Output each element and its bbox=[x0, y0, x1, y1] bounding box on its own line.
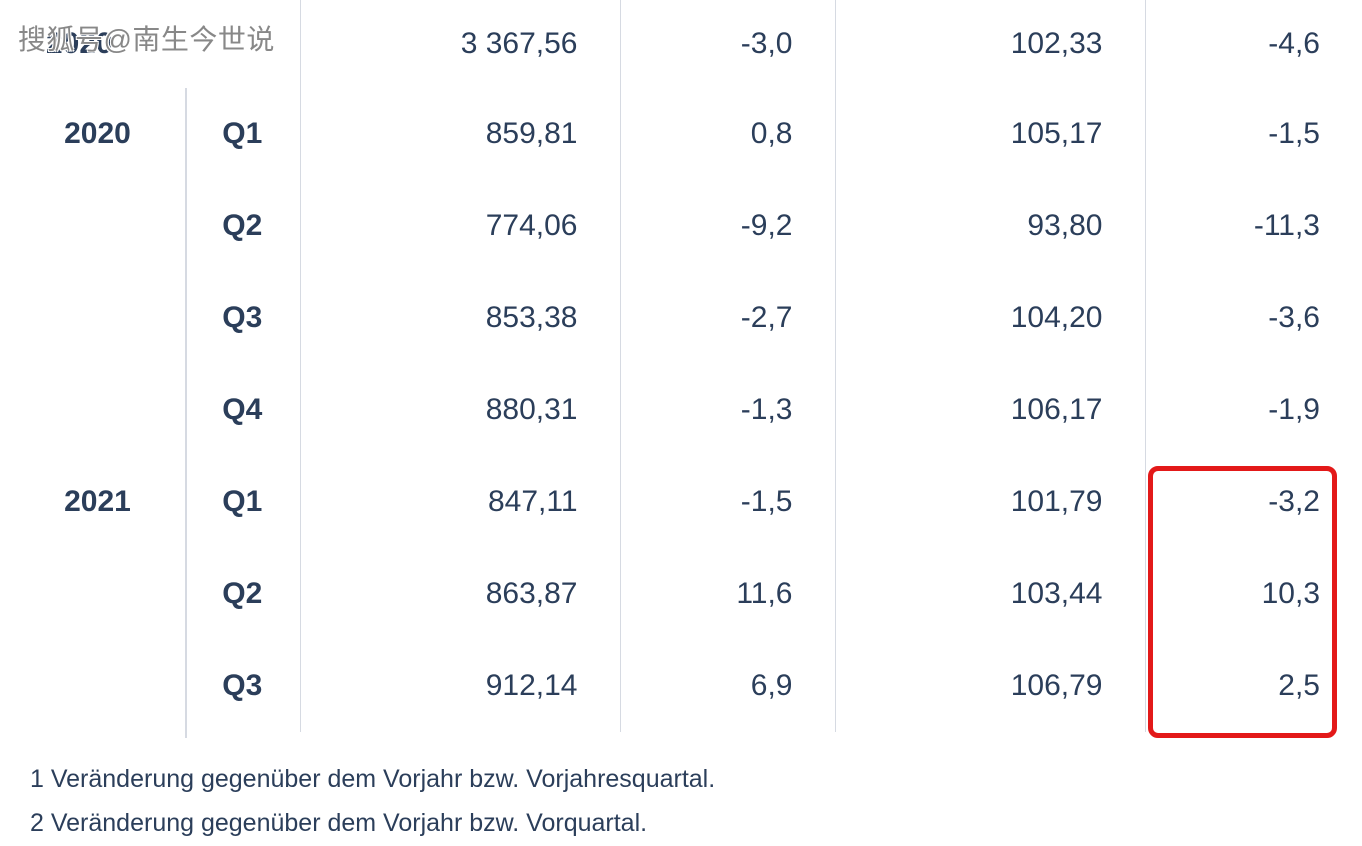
value-cell: -2,7 bbox=[620, 272, 835, 364]
value-cell: 6,9 bbox=[620, 640, 835, 732]
value-cell: -9,2 bbox=[620, 180, 835, 272]
gdp-data-table: 2020 3 367,56-3,0102,33-4,62020Q1859,810,… bbox=[0, 0, 1362, 732]
value-cell: 774,06 bbox=[300, 180, 620, 272]
value-cell: -1,3 bbox=[620, 364, 835, 456]
value-cell: 863,87 bbox=[300, 548, 620, 640]
data-table-container: 2020 3 367,56-3,0102,33-4,62020Q1859,810,… bbox=[0, 0, 1362, 732]
value-cell: 11,6 bbox=[620, 548, 835, 640]
value-cell: 853,38 bbox=[300, 272, 620, 364]
table-row: Q2774,06-9,293,80-11,3 bbox=[0, 180, 1362, 272]
value-cell: 2,5 bbox=[1145, 640, 1362, 732]
quarter-cell: Q2 bbox=[185, 180, 300, 272]
quarter-column-separator bbox=[185, 88, 187, 738]
year-cell: 2020 bbox=[0, 88, 185, 180]
value-cell: 847,11 bbox=[300, 456, 620, 548]
watermark-text: 搜狐号@南生今世说 bbox=[18, 18, 275, 58]
footnote-1: 1 Veränderung gegenüber dem Vorjahr bzw.… bbox=[30, 758, 1362, 802]
value-cell: 102,33 bbox=[835, 0, 1145, 88]
year-cell bbox=[0, 640, 185, 732]
value-cell: 10,3 bbox=[1145, 548, 1362, 640]
value-cell: -3,0 bbox=[620, 0, 835, 88]
table-row: Q2863,8711,6103,4410,3 bbox=[0, 548, 1362, 640]
quarter-cell: Q3 bbox=[185, 640, 300, 732]
value-cell: 105,17 bbox=[835, 88, 1145, 180]
value-cell: 106,17 bbox=[835, 364, 1145, 456]
table-row: 2021Q1847,11-1,5101,79-3,2 bbox=[0, 456, 1362, 548]
value-cell: -1,5 bbox=[1145, 88, 1362, 180]
value-cell: 0,8 bbox=[620, 88, 835, 180]
value-cell: 104,20 bbox=[835, 272, 1145, 364]
footnotes-section: 1 Veränderung gegenüber dem Vorjahr bzw.… bbox=[0, 732, 1362, 846]
quarter-cell: Q1 bbox=[185, 88, 300, 180]
value-cell: -1,5 bbox=[620, 456, 835, 548]
quarter-cell: Q3 bbox=[185, 272, 300, 364]
quarter-cell: Q1 bbox=[185, 456, 300, 548]
value-cell: -3,6 bbox=[1145, 272, 1362, 364]
quarter-cell: Q2 bbox=[185, 548, 300, 640]
year-cell bbox=[0, 180, 185, 272]
year-cell bbox=[0, 272, 185, 364]
value-cell: -4,6 bbox=[1145, 0, 1362, 88]
table-row: 2020Q1859,810,8105,17-1,5 bbox=[0, 88, 1362, 180]
value-cell: 103,44 bbox=[835, 548, 1145, 640]
value-cell: 93,80 bbox=[835, 180, 1145, 272]
value-cell: 3 367,56 bbox=[300, 0, 620, 88]
year-cell: 2021 bbox=[0, 456, 185, 548]
table-row: Q4880,31-1,3106,17-1,9 bbox=[0, 364, 1362, 456]
table-row: Q3853,38-2,7104,20-3,6 bbox=[0, 272, 1362, 364]
year-cell bbox=[0, 548, 185, 640]
value-cell: 912,14 bbox=[300, 640, 620, 732]
value-cell: 106,79 bbox=[835, 640, 1145, 732]
value-cell: -1,9 bbox=[1145, 364, 1362, 456]
value-cell: 101,79 bbox=[835, 456, 1145, 548]
value-cell: 880,31 bbox=[300, 364, 620, 456]
value-cell: -11,3 bbox=[1145, 180, 1362, 272]
value-cell: 859,81 bbox=[300, 88, 620, 180]
quarter-cell: Q4 bbox=[185, 364, 300, 456]
table-row: Q3912,146,9106,792,5 bbox=[0, 640, 1362, 732]
year-cell bbox=[0, 364, 185, 456]
value-cell: -3,2 bbox=[1145, 456, 1362, 548]
footnote-2: 2 Veränderung gegenüber dem Vorjahr bzw.… bbox=[30, 802, 1362, 846]
